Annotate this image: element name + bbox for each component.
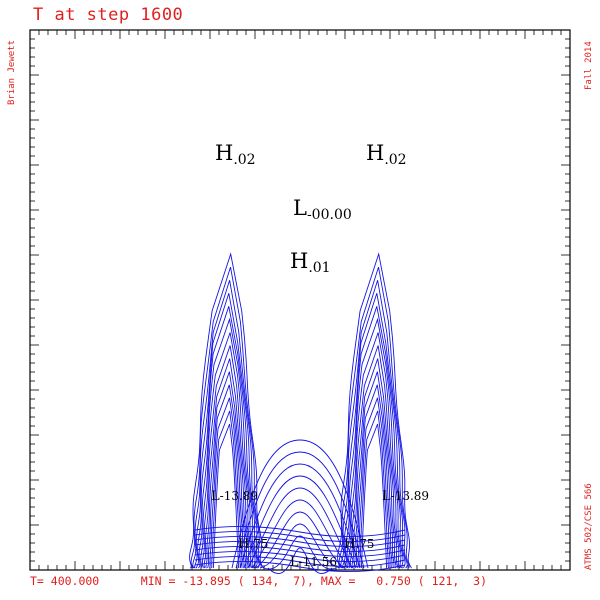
extremum-value: .02 xyxy=(384,152,406,168)
extremum-kind: L xyxy=(290,555,299,570)
contour-line xyxy=(192,280,260,569)
contour-line xyxy=(255,511,345,569)
contour-line xyxy=(207,384,245,569)
contour-line xyxy=(194,555,406,567)
contour-line xyxy=(259,523,341,569)
contour-line xyxy=(190,266,262,569)
extremum-value: .01 xyxy=(308,260,330,276)
extremum-value: .02 xyxy=(233,152,255,168)
extremum-kind: H xyxy=(344,537,355,552)
footer-min: MIN = -13.895 ( 134, 7) xyxy=(140,574,307,588)
extremum-label: H.02 xyxy=(215,141,256,168)
axis-ticks xyxy=(29,29,571,571)
extremum-kind: H xyxy=(366,141,384,165)
extrema-labels: H.02 H.02L-00.00H.01L-13.89 L-13.89H.75 H.7… xyxy=(211,141,429,570)
contour-line xyxy=(194,550,406,562)
contour-line xyxy=(338,266,410,569)
extremum-value: -00.00 xyxy=(307,207,352,223)
contour-line xyxy=(235,451,365,569)
contour-line xyxy=(203,358,249,569)
extremum-kind: H xyxy=(290,249,308,273)
contour-line xyxy=(195,306,256,569)
footer-stats: T= 400.000 MIN = -13.895 ( 134, 7), MAX … xyxy=(30,574,487,588)
extremum-value: -11.56 xyxy=(299,555,337,569)
contour-line xyxy=(239,463,361,569)
contour-lines xyxy=(189,252,412,574)
extremum-kind: L xyxy=(293,196,307,220)
contour-line xyxy=(267,547,333,574)
extremum-kind: L xyxy=(211,489,220,504)
contour-line xyxy=(194,545,406,557)
contour-line xyxy=(189,252,264,569)
contour-line xyxy=(209,397,243,569)
extremum-kind: H xyxy=(215,141,233,165)
contour-line xyxy=(212,423,240,568)
contour-line xyxy=(231,439,369,569)
contour-line xyxy=(342,293,406,569)
extremum-label: L-00.00 xyxy=(293,196,352,223)
extremum-value: .75 xyxy=(249,537,268,551)
extremum-label: H.75 xyxy=(344,537,374,552)
extremum-value: .75 xyxy=(355,537,374,551)
contour-line xyxy=(346,317,402,569)
extremum-label: L-11.56 xyxy=(290,555,337,570)
contour-line xyxy=(194,535,406,547)
contour-line xyxy=(243,475,357,569)
extremum-label: H.02 xyxy=(366,141,407,168)
contour-line xyxy=(355,384,393,569)
extremum-value: -13.89 xyxy=(391,489,429,503)
plot-title: T at step 1600 xyxy=(33,5,184,25)
footer-time: T= 400.000 xyxy=(30,574,100,588)
extremum-kind: L xyxy=(382,489,391,504)
contour-line xyxy=(194,525,406,537)
contour-line xyxy=(337,252,412,569)
extremum-value: -13.89 xyxy=(220,489,258,503)
contour-line xyxy=(194,560,406,572)
plot-frame xyxy=(29,29,571,571)
extremum-label: H.75 xyxy=(238,537,268,552)
contour-line xyxy=(348,332,401,569)
contour-line xyxy=(194,540,406,552)
extremum-label: L-13.89 xyxy=(211,489,258,504)
contour-line xyxy=(201,345,251,569)
contour-line xyxy=(343,306,404,569)
contour-line xyxy=(360,423,388,568)
footer-max: MAX = 0.750 ( 121, 3) xyxy=(320,574,487,588)
extremum-kind: H xyxy=(238,537,249,552)
extremum-label: H.01 xyxy=(290,249,331,276)
contour-line xyxy=(263,535,337,570)
contour-line xyxy=(357,397,391,569)
extremum-label: L-13.89 xyxy=(382,489,429,504)
contour-line xyxy=(194,530,406,542)
contour-line xyxy=(349,345,399,569)
